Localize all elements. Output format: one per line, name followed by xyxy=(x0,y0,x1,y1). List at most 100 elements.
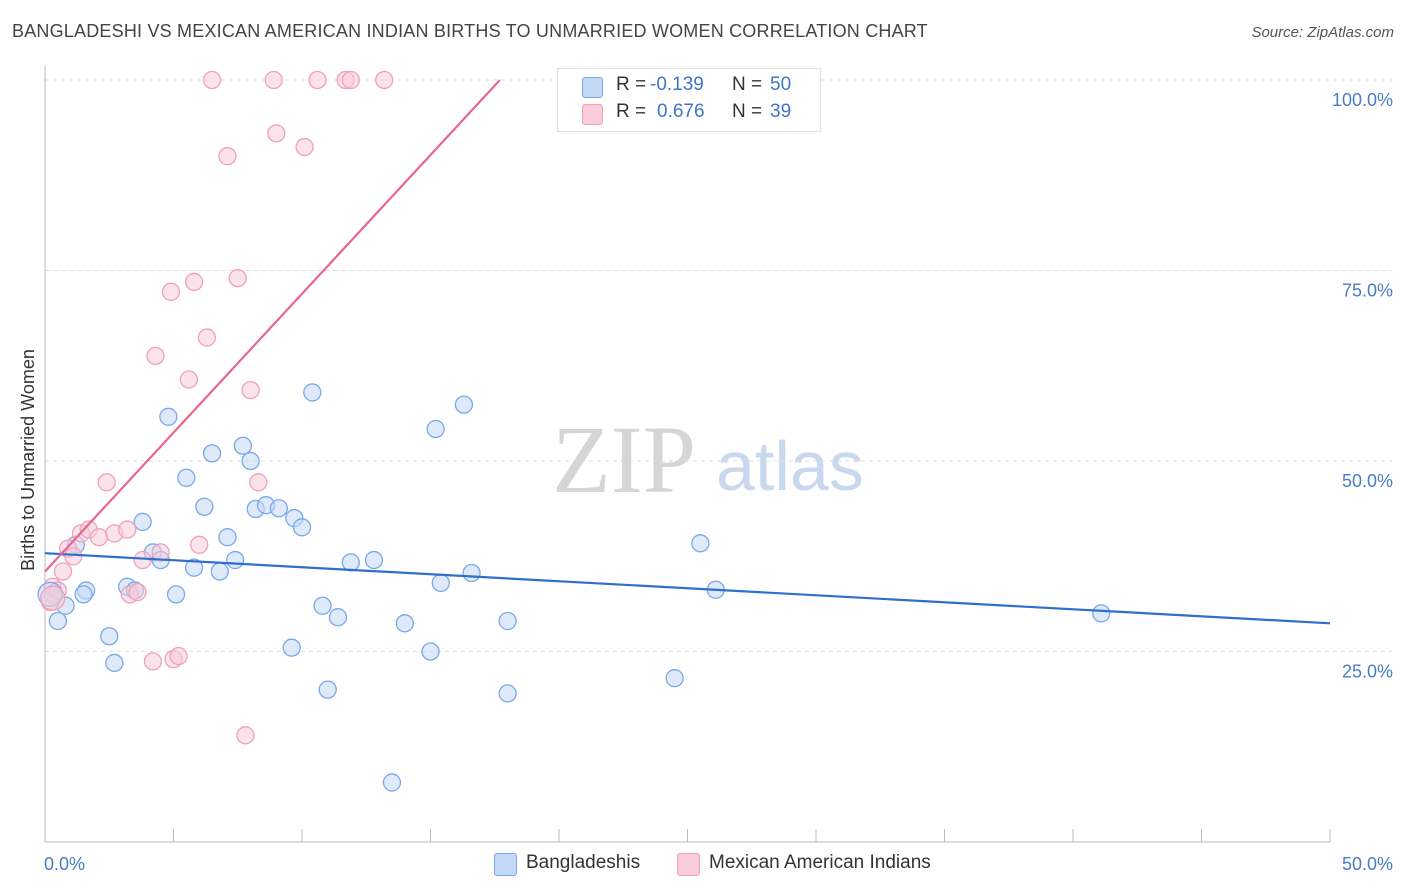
point-mexican-american-indians xyxy=(264,70,283,90)
point-mexican-american-indians xyxy=(64,547,83,566)
point-mexican-american-indians xyxy=(133,550,152,570)
legend-n-label: N = xyxy=(732,74,763,95)
point-mexican-american-indians xyxy=(169,646,188,666)
point-bangladeshis xyxy=(177,468,196,487)
point-mexican-american-indians xyxy=(190,535,209,554)
point-bangladeshis xyxy=(498,611,517,631)
point-mexican-american-indians xyxy=(161,282,181,301)
series-swatch-pink xyxy=(677,853,700,876)
point-bangladeshis xyxy=(318,680,337,699)
point-mexican-american-indians xyxy=(197,328,217,347)
point-mexican-american-indians xyxy=(184,272,204,292)
point-bangladeshis xyxy=(328,608,348,627)
point-mexican-american-indians xyxy=(53,562,73,581)
x-tick-label-min: 0.0% xyxy=(44,854,85,874)
point-bangladeshis xyxy=(303,383,322,402)
legend-r-label: R = xyxy=(616,74,647,95)
correlation-legend: R = -0.139 N = 50 R = 0.676 N = 39 xyxy=(557,68,821,132)
point-bangladeshis xyxy=(100,627,119,646)
series-swatch-blue xyxy=(494,853,517,876)
point-bangladeshis xyxy=(462,563,481,583)
point-mexican-american-indians xyxy=(218,147,237,166)
point-bangladeshis xyxy=(226,550,245,570)
point-bangladeshis xyxy=(195,497,214,516)
point-bangladeshis xyxy=(105,653,124,673)
point-bangladeshis xyxy=(426,419,445,439)
point-bangladeshis xyxy=(454,395,474,414)
point-bangladeshis xyxy=(48,611,67,631)
point-mexican-american-indians xyxy=(202,70,222,90)
point-bangladeshis xyxy=(166,585,186,604)
tick-labels: 25.0% 50.0% 75.0% 100.0% 0.0% 50.0% xyxy=(44,90,1393,874)
point-bangladeshis xyxy=(292,518,312,537)
point-bangladeshis xyxy=(691,534,710,553)
point-mexican-american-indians xyxy=(151,543,170,562)
point-bangladeshis xyxy=(159,407,178,426)
legend-r-value: -0.139 xyxy=(650,74,704,95)
point-mexican-american-indians xyxy=(128,582,147,602)
point-bangladeshis xyxy=(665,669,684,688)
point-mexican-american-indians xyxy=(89,528,109,547)
point-mexican-american-indians xyxy=(118,520,137,539)
series-label-mexican-american-indians: Mexican American Indians xyxy=(709,852,931,873)
y-tick-label: 50.0% xyxy=(1342,471,1393,491)
point-bangladeshis xyxy=(431,573,450,593)
legend-n-label: N = xyxy=(732,101,763,122)
point-mexican-american-indians xyxy=(267,124,286,143)
point-bangladeshis xyxy=(1092,604,1111,623)
point-bangladeshis xyxy=(282,638,301,657)
watermark: ZIP atlas xyxy=(552,406,864,513)
point-mexican-american-indians xyxy=(249,473,268,492)
point-mexican-american-indians xyxy=(146,346,165,365)
legend-n-value: 50 xyxy=(770,74,792,95)
point-bangladeshis xyxy=(218,528,237,547)
point-mexican-american-indians xyxy=(241,380,260,400)
point-mexican-american-indians xyxy=(295,137,314,157)
y-tick-label: 100.0% xyxy=(1332,90,1393,110)
axes xyxy=(44,66,1331,843)
legend-swatch-blue xyxy=(582,77,603,98)
chart-source: Source: ZipAtlas.com xyxy=(1251,24,1394,41)
point-bangladeshis xyxy=(241,451,260,471)
point-bangladeshis xyxy=(210,562,229,581)
data-points xyxy=(37,70,1111,792)
legend-r-value: 0.676 xyxy=(657,101,705,122)
y-tick-label: 75.0% xyxy=(1342,281,1393,301)
point-bangladeshis xyxy=(364,550,384,570)
y-tick-label: 25.0% xyxy=(1342,662,1393,682)
point-bangladeshis xyxy=(184,558,204,577)
point-bangladeshis xyxy=(313,596,332,615)
point-bangladeshis xyxy=(421,642,440,661)
point-bangladeshis xyxy=(74,585,93,604)
point-bangladeshis xyxy=(341,553,360,572)
x-tick-label-max: 50.0% xyxy=(1342,854,1393,874)
gridlines xyxy=(45,79,1392,652)
series-label-bangladeshis: Bangladeshis xyxy=(526,852,641,873)
point-bangladeshis xyxy=(382,773,402,792)
chart-title: BANGLADESHI VS MEXICAN AMERICAN INDIAN B… xyxy=(12,21,928,41)
trend-lines xyxy=(44,79,1331,625)
watermark-zip: ZIP xyxy=(552,406,696,513)
point-mexican-american-indians xyxy=(375,70,394,90)
watermark-atlas: atlas xyxy=(716,427,864,505)
point-bangladeshis xyxy=(233,436,253,455)
y-axis-label: Births to Unmarried Women xyxy=(18,349,38,571)
point-bangladeshis xyxy=(498,684,517,703)
point-mexican-american-indians xyxy=(143,652,163,671)
point-bangladeshis xyxy=(269,499,289,518)
point-mexican-american-indians xyxy=(228,268,247,288)
point-bangladeshis xyxy=(133,512,152,532)
point-mexican-american-indians xyxy=(308,70,327,90)
point-mexican-american-indians xyxy=(179,370,199,389)
point-mexican-american-indians xyxy=(236,726,255,745)
point-mexican-american-indians xyxy=(97,473,116,492)
legend-r-label: R = xyxy=(616,101,647,122)
legend-n-value: 39 xyxy=(770,101,792,122)
trend-line-bangladeshis xyxy=(44,552,1331,625)
point-bangladeshis xyxy=(202,444,222,463)
trend-line-mexican-american-indians xyxy=(44,79,501,573)
point-bangladeshis xyxy=(395,614,414,633)
legend-swatch-pink xyxy=(582,104,603,125)
point-cluster xyxy=(40,585,66,611)
